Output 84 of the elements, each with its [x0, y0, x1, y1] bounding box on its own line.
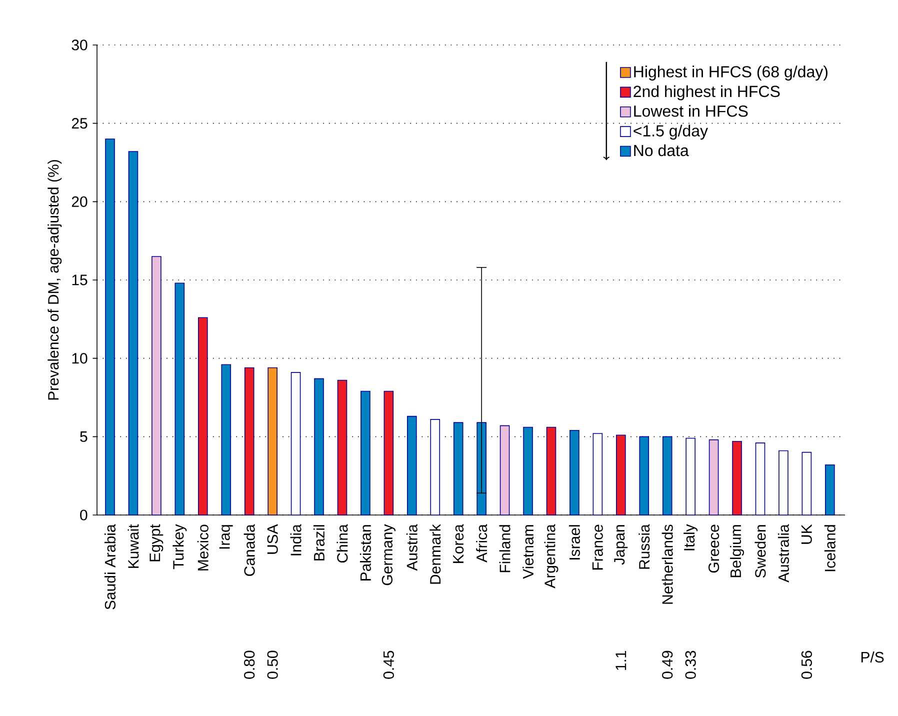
bar	[360, 390, 370, 516]
x-tick-label: Pakistan	[360, 525, 371, 580]
bar	[407, 416, 417, 516]
bar	[128, 151, 138, 516]
x-tick-label: Germany	[382, 524, 396, 586]
legend-label: Highest in HFCS (68 g/day)	[634, 66, 828, 81]
x-tick-label: Mexico	[197, 524, 208, 570]
y-axis-title: Prevalence of DM, age-adjusted (%)	[48, 160, 62, 400]
y-tick-label: 10	[72, 353, 88, 364]
y-tick-label: 25	[72, 118, 88, 129]
x-tick-label: Australia	[778, 524, 789, 582]
text: 0.45	[383, 650, 394, 679]
bar	[221, 364, 232, 516]
x-tick-label: Turkey	[172, 524, 187, 570]
x-tick-label: Egypt	[150, 524, 164, 562]
text: 0.33	[685, 650, 696, 679]
bar	[755, 442, 766, 516]
x-tick-label: USA	[267, 524, 278, 554]
bar	[244, 367, 254, 516]
bar	[546, 426, 556, 516]
text: 0.49	[662, 650, 673, 679]
bar	[778, 450, 788, 516]
x-tick-label: Vietnam	[522, 525, 534, 579]
legend-label: <1.5 g/day	[634, 124, 708, 140]
legend-label: No data	[634, 144, 689, 156]
x-tick-label: China	[336, 524, 348, 563]
x-tick-label: Austria	[406, 524, 418, 571]
x-tick-label: Argentina	[544, 524, 558, 588]
text: 0.56	[801, 650, 812, 679]
bar	[430, 419, 440, 516]
y-tick-label: 20	[72, 196, 88, 207]
bar	[500, 425, 510, 516]
y-tick-label: 30	[72, 40, 88, 50]
y-tick-label: 0	[80, 510, 88, 520]
x-tick-label: Iceland	[824, 525, 836, 572]
x-tick-label: Italy	[684, 524, 698, 550]
x-tick-label: Kuwait	[128, 524, 139, 568]
bar	[337, 380, 348, 516]
bar	[639, 436, 650, 516]
x-tick-label: Africa	[476, 524, 488, 562]
bar	[592, 433, 603, 516]
bar	[616, 434, 626, 516]
bar	[662, 436, 672, 516]
x-tick-label: Greece	[708, 524, 720, 573]
legend-label: 2nd highest in HFCS	[634, 85, 780, 100]
x-tick-label: UK	[801, 524, 812, 544]
x-tick-label: Israel	[568, 525, 580, 560]
bar	[268, 367, 278, 516]
x-tick-label: Canada	[244, 524, 255, 576]
x-tick-label: Korea	[453, 524, 464, 563]
bar	[802, 452, 812, 516]
x-tick-label: Finland	[499, 525, 510, 572]
x-tick-label: Sweden	[754, 525, 766, 578]
x-tick-label: India	[290, 524, 302, 556]
bar	[384, 390, 394, 516]
bar	[732, 440, 742, 516]
text: 0.80	[244, 650, 255, 679]
y-tick-label: 5	[80, 431, 88, 442]
y-tick-label: 15	[72, 274, 88, 286]
bar	[686, 438, 696, 516]
bar	[290, 372, 301, 516]
bar	[174, 282, 185, 516]
legend-label: Lowest in HFCS	[634, 105, 748, 117]
bar	[523, 426, 533, 516]
x-tick-label: Japan	[614, 525, 628, 565]
x-tick-label: Brazil	[314, 525, 325, 560]
bar	[708, 439, 719, 516]
bar	[825, 464, 835, 516]
bar	[105, 138, 115, 516]
x-tick-label: Denmark	[430, 524, 441, 584]
bar	[314, 378, 324, 516]
x-tick-label: France	[592, 524, 603, 570]
bar	[152, 256, 162, 516]
text: 0.50	[267, 650, 278, 679]
bar	[570, 430, 580, 516]
x-tick-label: Saudi Arabia	[104, 524, 116, 610]
x-tick-label: Iraq	[219, 525, 233, 549]
text: P/S	[861, 651, 884, 663]
x-tick-label: Belgium	[730, 525, 744, 578]
x-tick-label: Russia	[638, 524, 650, 569]
x-tick-label: Netherlands	[662, 524, 673, 604]
text: 1.1	[616, 650, 626, 670]
bar	[453, 422, 464, 516]
bar	[198, 317, 208, 516]
